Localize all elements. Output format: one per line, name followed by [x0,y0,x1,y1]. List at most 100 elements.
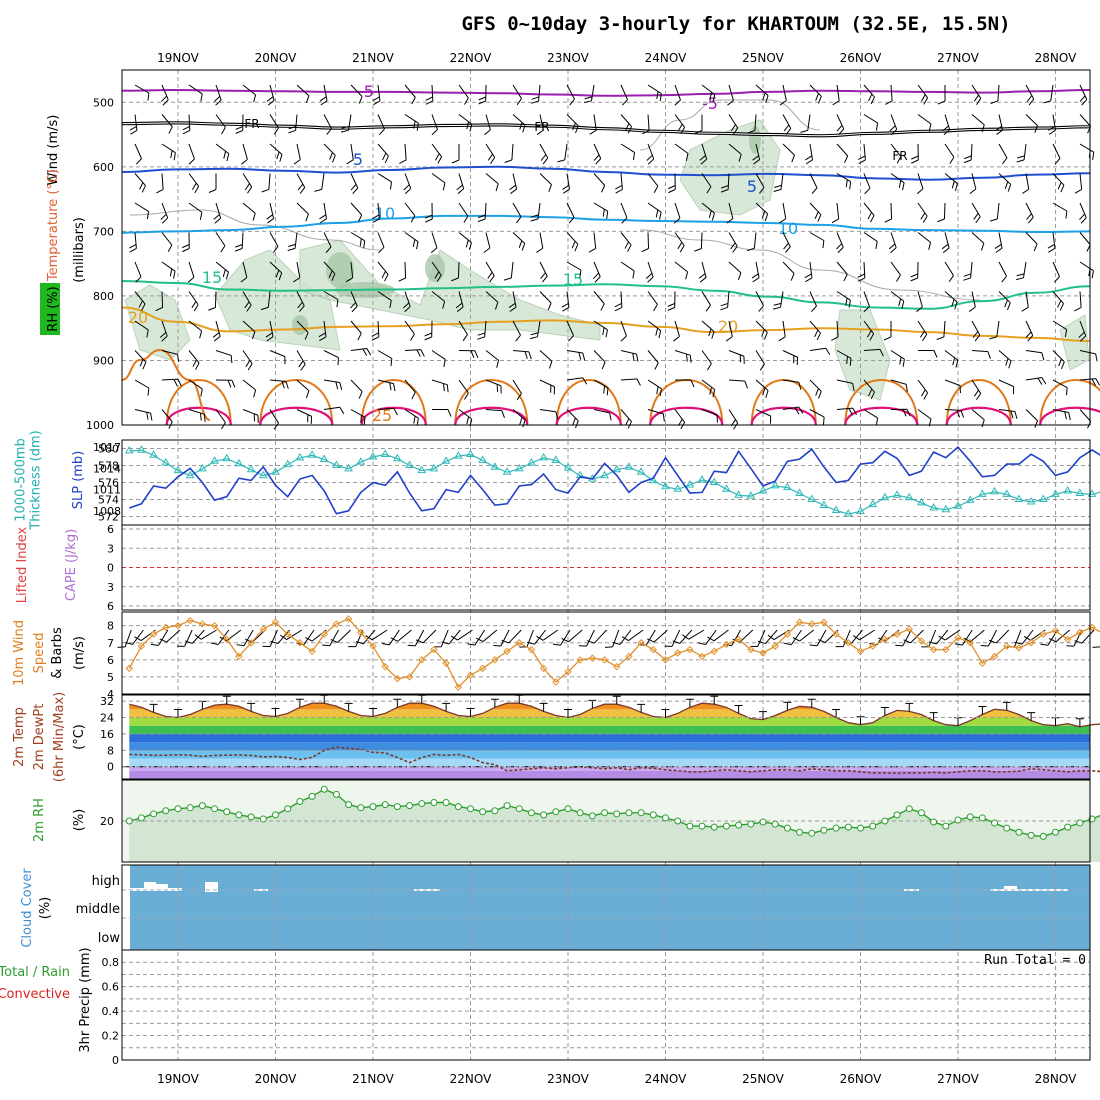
wind-barb [182,232,190,253]
wind-barb [377,261,389,282]
rh-marker [357,804,365,812]
wind-barb [188,202,203,220]
wind-barb-stroke [751,261,760,283]
wind-barb [836,173,852,190]
temp-axis-label-1-line: 2m Temp [12,707,27,767]
wind-barb [701,320,715,339]
wind-barb-stroke [620,202,628,224]
wind-barb-stroke [241,143,248,165]
wind-barb [129,114,138,135]
thickness-marker [368,452,378,460]
contour-label: 10 [375,204,395,223]
wind-barb-stroke [614,291,623,312]
surface-wind-barb [296,629,315,646]
wind-barb-stroke [755,173,765,194]
wind-barb-stroke [944,261,954,283]
wind-barb [512,84,522,106]
wind-barb [773,173,784,192]
wind-barb [399,143,407,164]
wind-barb-stroke [176,629,193,647]
wind10m-axis-label-3-line: & Barbs [50,627,65,679]
wind-barb-stroke [557,143,568,163]
thickness-marker [246,464,256,473]
wind-barb-stroke [782,406,804,415]
wind-barb [242,409,259,423]
wind-barb-stroke [134,320,149,338]
wind-barb [583,84,595,104]
wind-barb [485,143,496,165]
rh-marker [674,817,682,825]
wind-barb-stroke [916,291,923,313]
wind-barb [863,409,879,426]
stability-tick: 6 [107,600,114,613]
rh-marker [393,803,401,811]
surface-wind-barb [407,629,425,647]
wind-barb-stroke [319,84,328,106]
wind-barb-stroke [620,114,632,134]
wind-barb [323,291,339,308]
wind-barb [242,320,256,340]
surface-wind-barb [698,629,717,646]
wind-barb-stroke [863,409,879,426]
wind-barb-stroke [377,232,385,254]
wind-barb-stroke [1074,291,1082,312]
temp-minmax-bar [637,703,646,713]
thickness-marker [831,505,841,514]
surface-wind-barb [638,629,656,646]
temp-tick: 24 [100,712,114,725]
wind-barb [890,379,908,393]
rh-marker [467,805,474,813]
wind-barb-stroke [728,143,742,162]
temp-minmax-bar [466,708,475,717]
thickness-marker [1014,494,1024,502]
wind-barb-stroke [318,320,327,342]
wind-barb [350,202,363,223]
wind-barb-stroke [773,173,784,192]
wind-speed-marker [905,625,913,633]
thickness-marker [332,460,341,468]
wind-barb-stroke [458,202,469,223]
wind-barb-stroke [944,379,961,394]
wind-barb [1025,377,1047,385]
wind-barb [242,350,253,371]
wind-barb-stroke [431,350,446,368]
wind-barb-stroke [425,202,433,223]
wind-barb-stroke [944,350,959,368]
wind-barb-stroke [682,629,705,640]
wind-barb [746,232,757,252]
rh-marker [771,820,779,828]
wind-barb [772,291,784,310]
rh-tick: 20 [100,815,114,828]
wind-barb [398,261,407,282]
wind-barb [539,291,552,311]
wind-barb-stroke [477,320,487,340]
thickness-line [129,449,1100,515]
wind-barb-stroke [134,409,153,421]
wind-barb [836,143,849,164]
wind-barb [340,114,352,133]
wind-barb [377,379,396,392]
wind-speed-marker [893,630,901,638]
rh-contour [639,229,981,301]
wind-barb [404,379,416,400]
wind-barb-stroke [858,143,866,164]
wind-barb-stroke [701,84,716,103]
wind-barb-stroke [698,629,717,646]
wind-barb [536,232,544,253]
wind-barb-stroke [885,84,893,105]
date-label-top: 24NOV [645,51,687,65]
wind-barb-stroke [441,629,461,645]
wind-barb-stroke [242,84,257,103]
wind-barb [800,114,811,133]
wind-barb-stroke [159,629,181,643]
wind-barb [261,173,271,193]
wind-barb-stroke [1043,84,1054,104]
wind-barb [917,232,932,250]
wind-barb-stroke [296,202,309,222]
rh-marker [381,801,389,809]
cape-axis-label: CAPE (J/kg) [64,529,79,601]
wind-barb [1074,291,1082,312]
wind-barb [917,114,932,132]
wind-barb-stroke [215,114,226,135]
cape-axis-label-line: CAPE (J/kg) [64,529,79,601]
